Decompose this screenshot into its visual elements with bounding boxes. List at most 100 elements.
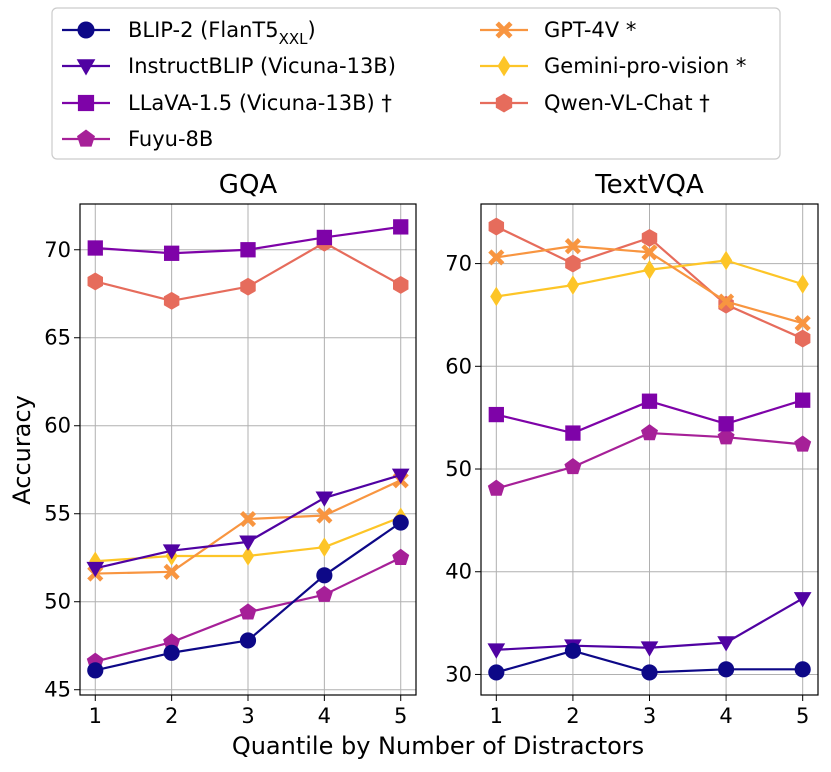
data-point-instructblip xyxy=(86,561,105,578)
data-point-instructblip xyxy=(315,491,334,507)
data-point-gpt4v xyxy=(316,507,333,524)
data-point-instructblip xyxy=(162,544,181,560)
data-point-llava xyxy=(488,406,504,423)
y-tick-label: 45 xyxy=(44,678,71,702)
data-point-instructblip xyxy=(793,592,812,608)
legend-marker-llava xyxy=(77,94,95,112)
legend-entry-gemini: Gemini-pro-vision * xyxy=(480,54,746,78)
data-point-qwen xyxy=(87,272,103,291)
y-tick-label: 70 xyxy=(445,252,472,276)
panel-title: GQA xyxy=(219,170,278,200)
data-point-blip2 xyxy=(392,514,409,531)
series-gemini xyxy=(490,250,809,307)
x-tick-label: 2 xyxy=(165,704,178,728)
x-tick-label: 3 xyxy=(241,704,254,728)
data-point-blip2 xyxy=(718,661,735,678)
plot-frame xyxy=(480,203,819,696)
x-tick-label: 4 xyxy=(719,704,732,728)
data-point-blip2 xyxy=(239,632,257,649)
data-point-gemini xyxy=(490,286,503,307)
legend-entry-gpt4v: GPT-4V * xyxy=(480,18,636,42)
data-point-qwen xyxy=(565,254,581,273)
data-point-llava xyxy=(87,240,103,256)
data-point-gemini xyxy=(241,546,255,566)
y-tick-label: 65 xyxy=(44,326,71,350)
data-point-fuyu xyxy=(641,424,658,441)
data-point-gpt4v xyxy=(163,563,180,580)
data-point-instructblip xyxy=(239,535,257,551)
y-tick-label: 60 xyxy=(44,414,71,438)
x-tick-label: 4 xyxy=(318,704,331,728)
x-axis-label: Quantile by Number of Distractors xyxy=(232,732,644,760)
data-point-instructblip xyxy=(717,636,735,652)
data-point-gemini xyxy=(796,274,809,294)
data-point-gemini xyxy=(566,275,580,295)
legend-label-blip2: BLIP-2 (FlanT5XXL) xyxy=(128,18,316,48)
data-point-qwen xyxy=(393,276,409,294)
data-point-llava xyxy=(393,219,409,235)
y-tick-label: 50 xyxy=(445,457,472,481)
legend-label-gpt4v: GPT-4V * xyxy=(544,18,636,42)
x-tick-label: 3 xyxy=(643,704,656,728)
data-point-gemini xyxy=(719,250,733,271)
legend-frame xyxy=(51,7,781,160)
legend-entry-llava: LLaVA-1.5 (Vicuna-13B) † xyxy=(62,91,392,115)
data-point-gpt4v xyxy=(564,238,581,255)
data-point-gpt4v xyxy=(794,315,811,332)
data-point-blip2 xyxy=(87,662,104,679)
x-tick-label: 1 xyxy=(89,704,102,728)
data-point-gpt4v xyxy=(488,249,505,266)
data-point-llava xyxy=(718,416,734,432)
data-point-llava xyxy=(163,245,180,261)
legend-marker-gemini xyxy=(497,55,511,77)
legend-marker-qwen xyxy=(495,93,513,113)
legend-label-gemini: Gemini-pro-vision * xyxy=(544,54,746,78)
data-point-fuyu xyxy=(717,428,735,445)
data-point-gemini xyxy=(643,259,656,280)
data-point-qwen xyxy=(641,228,658,247)
y-axis-label: Accuracy xyxy=(8,395,36,505)
data-point-blip2 xyxy=(564,642,581,659)
series-instructblip xyxy=(86,468,410,578)
legend: BLIP-2 (FlanT5XXL) InstructBLIP (Vicuna-1… xyxy=(51,7,781,160)
legend-marker-blip2 xyxy=(77,21,95,39)
data-point-fuyu xyxy=(487,479,505,496)
data-point-gpt4v xyxy=(718,293,735,310)
x-tick-label: 2 xyxy=(566,704,579,728)
data-point-llava xyxy=(240,242,256,258)
data-point-blip2 xyxy=(488,664,505,681)
legend-entry-instructblip: InstructBLIP (Vicuna-13B) xyxy=(62,54,396,78)
data-point-blip2 xyxy=(163,644,180,661)
data-point-blip2 xyxy=(794,661,811,678)
series-llava xyxy=(87,219,409,261)
legend-marker-gpt4v xyxy=(495,21,513,39)
legend-marker-fuyu xyxy=(77,129,95,147)
legend-entry-qwen: Qwen-VL-Chat † xyxy=(480,91,710,115)
data-point-fuyu xyxy=(564,458,582,475)
y-tick-label: 60 xyxy=(445,354,472,378)
series-gpt4v xyxy=(488,238,811,332)
x-tick-label: 5 xyxy=(796,704,809,728)
data-point-llava xyxy=(641,393,658,409)
y-tick-label: 50 xyxy=(44,590,71,614)
data-point-fuyu xyxy=(315,585,333,602)
series-llava xyxy=(488,392,811,441)
panel-title: TextVQA xyxy=(594,170,704,200)
grid xyxy=(80,204,416,695)
x-tick-label: 1 xyxy=(490,704,503,728)
y-tick-label: 40 xyxy=(445,560,472,584)
data-point-qwen xyxy=(240,277,256,296)
data-point-gpt4v xyxy=(641,244,658,261)
y-tick-label: 70 xyxy=(44,238,71,262)
plot-frame xyxy=(79,203,417,696)
x-tick-label: 5 xyxy=(394,704,407,728)
data-point-gpt4v xyxy=(239,510,257,528)
panel-textvqa: 1 2 3 4 5 30 40 50 60 70 TextVQA xyxy=(445,170,819,728)
data-point-instructblip xyxy=(640,641,659,657)
y-tick-label: 30 xyxy=(445,662,472,686)
legend-label-instructblip: InstructBLIP (Vicuna-13B) xyxy=(128,54,396,78)
data-point-llava xyxy=(316,229,333,246)
data-point-blip2 xyxy=(316,567,333,584)
